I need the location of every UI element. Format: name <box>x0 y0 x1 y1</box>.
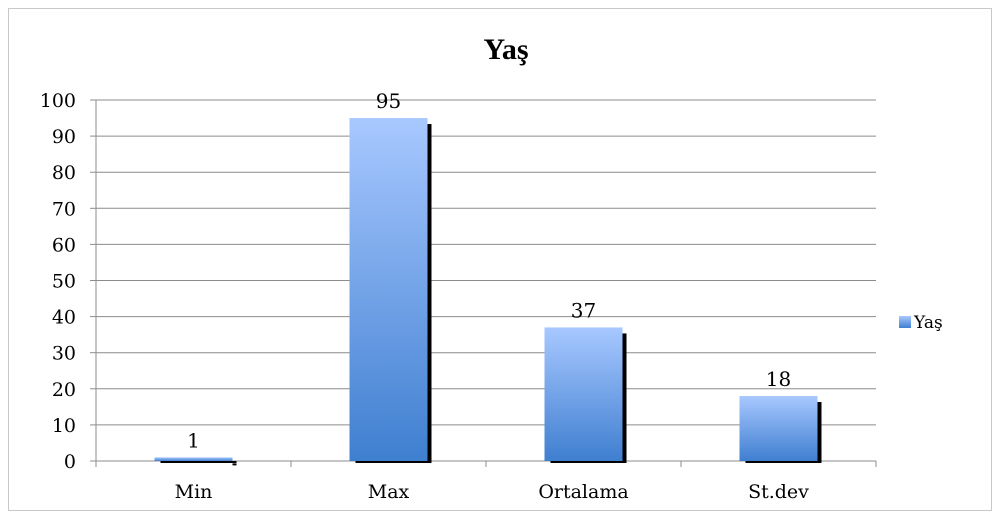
chart-title: Yaş <box>483 33 528 66</box>
y-tick-label: 60 <box>52 234 76 256</box>
data-label: 18 <box>766 367 791 391</box>
y-tick-label: 30 <box>52 343 76 365</box>
bars: 1 95 37 18 <box>154 89 822 466</box>
data-label: 37 <box>571 298 596 322</box>
y-tick-label: 50 <box>52 271 76 293</box>
legend-label: Yaş <box>913 313 943 333</box>
y-tick-label: 90 <box>52 126 76 148</box>
bar-shadow-bottom <box>550 461 627 463</box>
y-tick-label: 40 <box>52 307 76 329</box>
bar-shadow-bottom <box>745 461 822 463</box>
y-tick-label: 10 <box>52 415 76 437</box>
bar-shadow-side <box>232 463 237 466</box>
bar-shadow-bottom <box>160 461 237 463</box>
y-tick-label: 20 <box>52 379 76 401</box>
y-tick-label: 80 <box>52 162 76 184</box>
bar-max <box>349 118 428 462</box>
x-tick-label: Ortalama <box>538 481 628 503</box>
bar-shadow-side <box>427 124 432 464</box>
legend: Yaş <box>899 313 943 333</box>
x-tick-label: Min <box>175 481 213 503</box>
bar-shadow-bottom <box>355 461 432 463</box>
bar-min <box>154 457 233 461</box>
y-axis: 0 10 20 30 40 50 60 70 80 90 100 <box>40 90 97 473</box>
bar-ortalama <box>544 327 623 461</box>
bar-shadow-side <box>622 333 627 463</box>
x-tick-label: St.dev <box>748 481 809 503</box>
data-label: 1 <box>187 428 200 452</box>
bar-st-dev <box>739 396 818 461</box>
data-label: 95 <box>376 89 401 113</box>
x-axis: Min Max Ortalama St.dev <box>95 460 877 503</box>
bar-shadow-side <box>817 402 822 463</box>
chart-frame <box>8 8 992 511</box>
x-tick-label: Max <box>368 481 410 503</box>
legend-swatch <box>899 316 911 328</box>
y-tick-label: 100 <box>40 90 76 112</box>
y-tick-label: 0 <box>64 451 76 473</box>
y-tick-label: 70 <box>52 198 76 220</box>
